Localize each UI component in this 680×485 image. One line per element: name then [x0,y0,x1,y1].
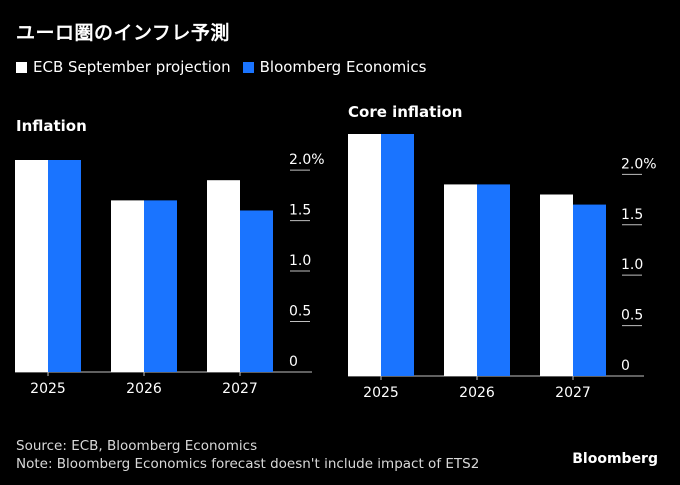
bar-0-2025-bloomberg [48,160,81,372]
bar-1-2025-ecb [348,134,381,376]
bar-0-2027-ecb [207,180,240,372]
legend-swatch-ecb [16,61,27,73]
bar-1-2026-bloomberg [477,184,510,376]
legend-item-bloomberg: Bloomberg Economics [242,58,427,76]
tick-label-0-4: 0 [289,354,298,370]
tick-label-0-3: 0.5 [289,304,311,320]
bar-1-2025-bloomberg [381,134,414,376]
bar-1-2027-ecb [540,194,573,376]
legend-item-ecb: ECB September projection [16,58,231,76]
tick-label-1-1: 1.5 [621,207,643,223]
bloomberg-logo: Bloomberg [572,451,658,467]
legend: ECB September projection Bloomberg Econo… [16,58,438,76]
x-label-0-0: 2025 [30,381,66,397]
bar-0-2026-bloomberg [144,200,177,372]
x-label-0-1: 2026 [126,381,162,397]
tick-label-0-1: 1.5 [289,203,311,219]
bar-1-2026-ecb [444,184,477,376]
tick-label-1-3: 0.5 [621,308,643,324]
bar-0-2025-ecb [15,160,48,372]
tick-label-1-2: 1.0 [621,257,643,273]
legend-label-bloomberg: Bloomberg Economics [259,58,427,76]
source-text: Source: ECB, Bloomberg Economics [16,438,258,454]
x-label-1-1: 2026 [459,385,495,401]
x-label-1-2: 2027 [555,385,591,401]
panel-title-inflation: Inflation [16,117,87,135]
tick-label-1-4: 0 [621,358,630,374]
bar-0-2026-ecb [111,200,144,372]
x-label-1-0: 2025 [363,385,399,401]
note-text: Note: Bloomberg Economics forecast doesn… [16,456,480,472]
chart-title: ユーロ圏のインフレ予測 [16,22,230,44]
legend-label-ecb: ECB September projection [33,58,231,76]
x-label-0-2: 2027 [222,381,258,397]
legend-swatch-bloomberg [242,61,254,73]
tick-label-1-0: 2.0% [621,156,657,172]
tick-label-0-2: 1.0 [289,253,311,269]
panel-title-core-inflation: Core inflation [348,103,463,121]
bar-0-2027-bloomberg [240,210,273,372]
bar-1-2027-bloomberg [573,204,606,376]
tick-label-0-0: 2.0% [289,152,325,168]
